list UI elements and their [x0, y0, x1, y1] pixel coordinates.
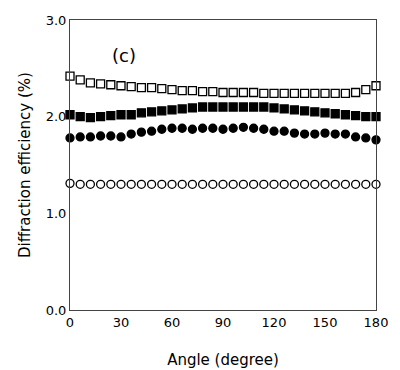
svg-text:2.0: 2.0	[46, 109, 67, 124]
svg-text:30: 30	[113, 315, 130, 330]
svg-text:0.0: 0.0	[46, 303, 67, 318]
svg-text:(c): (c)	[112, 45, 136, 66]
svg-text:180: 180	[364, 315, 389, 330]
svg-text:60: 60	[164, 315, 181, 330]
svg-text:3.0: 3.0	[46, 13, 67, 28]
svg-text:90: 90	[215, 315, 232, 330]
svg-text:Angle (degree): Angle (degree)	[167, 351, 279, 369]
svg-text:120: 120	[262, 315, 287, 330]
svg-text:0: 0	[66, 315, 74, 330]
svg-text:Diffraction efficiency (%): Diffraction efficiency (%)	[16, 72, 34, 258]
svg-text:150: 150	[313, 315, 338, 330]
svg-text:1.0: 1.0	[46, 206, 67, 221]
